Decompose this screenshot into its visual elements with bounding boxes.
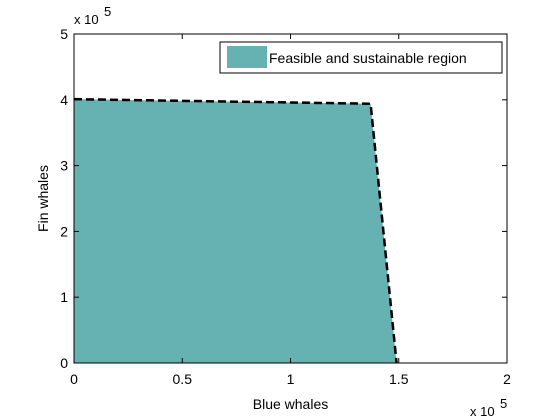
- y-tick-label-4: 4: [60, 92, 68, 108]
- y-multiplier-exponent: 5: [104, 4, 111, 19]
- x-multiplier: x 10 5: [470, 396, 507, 419]
- x-tick-label-0: 0: [70, 371, 78, 387]
- y-multiplier: x 10 5: [74, 4, 111, 27]
- legend-entry-label: Feasible and sustainable region: [269, 50, 467, 66]
- x-tick-label-4: 2: [503, 371, 511, 387]
- x-multiplier-exponent: 5: [500, 396, 507, 411]
- y-tick-label-5: 5: [60, 26, 68, 42]
- ticks-layer: 0 0.5 1 1.5 2 0 1 2 3 4 5: [60, 26, 511, 387]
- series-layer: [73, 97, 398, 364]
- series-0-region: [74, 99, 397, 363]
- legend-swatch: [227, 46, 267, 68]
- x-tick-label-3: 1.5: [389, 371, 409, 387]
- y-tick-label-3: 3: [60, 158, 68, 174]
- x-axis-label: Blue whales: [253, 396, 329, 412]
- x-multiplier-base: x 10: [470, 404, 495, 419]
- y-multiplier-base: x 10: [74, 12, 99, 27]
- series-0-boundary: [73, 97, 398, 364]
- x-tick-label-2: 1: [287, 371, 295, 387]
- y-axis-label: Fin whales: [35, 165, 51, 232]
- y-tick-label-2: 2: [60, 223, 68, 239]
- y-tick-label-1: 1: [60, 289, 68, 305]
- y-tick-label-0: 0: [60, 355, 68, 371]
- x-tick-label-1: 0.5: [173, 371, 193, 387]
- legend: Feasible and sustainable region: [219, 41, 503, 74]
